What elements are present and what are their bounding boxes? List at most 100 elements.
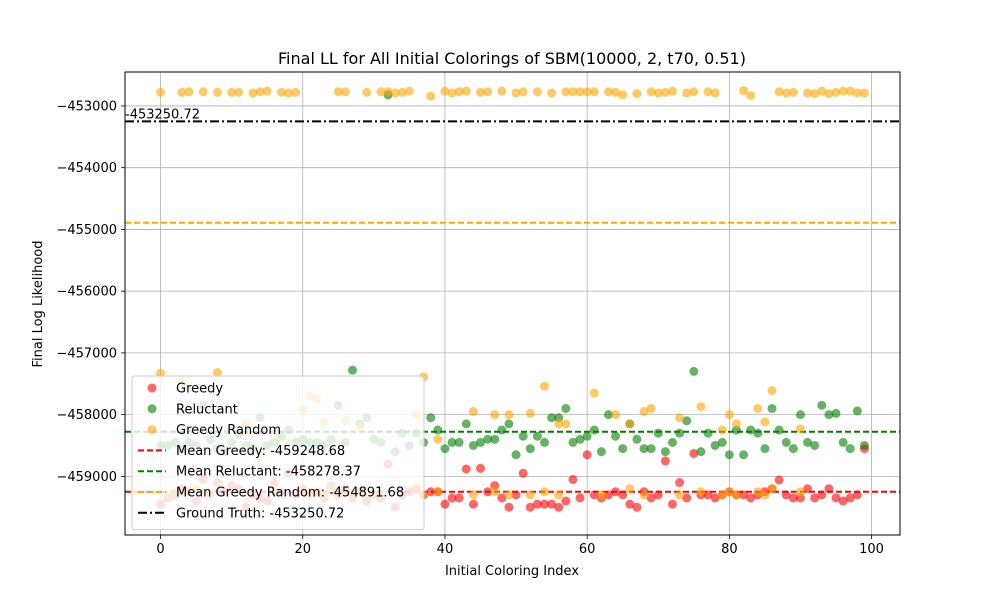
data-point: [504, 502, 514, 512]
data-point: [781, 88, 791, 98]
data-point: [426, 413, 436, 423]
data-point: [760, 417, 770, 427]
data-point: [810, 89, 820, 99]
data-point: [739, 86, 749, 96]
data-point: [547, 499, 557, 509]
data-point: [653, 88, 663, 98]
data-point: [859, 88, 869, 98]
data-point: [795, 424, 805, 434]
data-point: [795, 487, 805, 497]
data-point: [803, 437, 813, 447]
x-tick-label: 20: [294, 542, 311, 557]
data-point: [340, 87, 350, 97]
x-axis-label: Initial Coloring Index: [445, 564, 579, 579]
data-point: [646, 444, 656, 454]
data-point: [611, 410, 621, 420]
data-point: [753, 487, 763, 497]
data-point: [632, 502, 642, 512]
data-point: [212, 87, 222, 97]
data-point: [724, 410, 734, 420]
data-point: [504, 419, 514, 429]
data-point: [717, 425, 727, 435]
data-point: [632, 434, 642, 444]
data-point: [561, 419, 571, 429]
data-point: [532, 431, 542, 441]
data-point: [468, 499, 478, 509]
axis-ticks: 0 20 40 60 80 100 −459000 −458000 −457000 −456000…: [56, 99, 884, 557]
data-point: [426, 91, 436, 101]
data-point: [795, 493, 805, 503]
data-point: [504, 410, 514, 420]
data-point: [262, 86, 272, 96]
data-point: [490, 434, 500, 444]
y-tick-label: −459000: [56, 470, 117, 485]
data-point: [632, 89, 642, 99]
data-point: [689, 366, 699, 376]
data-point: [561, 403, 571, 413]
data-point: [554, 419, 564, 429]
data-point: [468, 440, 478, 450]
data-point: [404, 86, 414, 96]
data-point: [653, 490, 663, 500]
x-tick-label: 0: [156, 542, 164, 557]
annotation-label: -453250.72: [125, 107, 200, 122]
x-tick-label: 40: [437, 542, 454, 557]
data-point: [490, 481, 500, 491]
y-tick-label: −456000: [56, 285, 117, 300]
data-point: [760, 490, 770, 500]
data-point: [767, 386, 777, 396]
data-point: [547, 413, 557, 423]
data-point: [554, 490, 564, 500]
data-point: [291, 87, 301, 97]
data-point: [518, 468, 528, 478]
data-point: [675, 413, 685, 423]
data-point: [774, 87, 784, 97]
data-point: [483, 434, 493, 444]
data-point: [724, 450, 734, 460]
data-point: [625, 419, 635, 429]
data-point: [852, 490, 862, 500]
data-point: [362, 87, 372, 97]
legend-label: Ground Truth: -453250.72: [176, 506, 344, 521]
data-point: [667, 499, 677, 509]
data-point: [746, 425, 756, 435]
data-point: [433, 434, 443, 444]
data-point: [831, 408, 841, 418]
data-point: [746, 90, 756, 100]
data-point: [333, 87, 343, 97]
data-point: [568, 474, 578, 484]
data-point: [660, 447, 670, 457]
data-point: [276, 87, 286, 97]
data-point: [348, 365, 358, 375]
data-point: [739, 450, 749, 460]
legend-marker: [147, 404, 157, 414]
data-point: [582, 87, 592, 97]
data-point: [518, 87, 528, 97]
data-point: [618, 444, 628, 454]
data-point: [667, 86, 677, 96]
data-point: [611, 487, 621, 497]
data-point: [817, 490, 827, 500]
data-point: [845, 493, 855, 503]
data-point: [248, 88, 258, 98]
data-point: [639, 407, 649, 417]
data-point: [639, 490, 649, 500]
data-point: [476, 463, 486, 473]
data-point: [682, 416, 692, 426]
legend-label: Greedy Random: [176, 423, 281, 438]
data-point: [696, 487, 706, 497]
data-point: [532, 87, 542, 97]
data-point: [255, 87, 265, 97]
data-point: [582, 450, 592, 460]
legend-label: Mean Reluctant: -458278.37: [176, 465, 361, 480]
data-point: [760, 444, 770, 454]
data-point: [859, 440, 869, 450]
data-point: [682, 493, 692, 503]
data-point: [838, 86, 848, 96]
data-point: [739, 490, 749, 500]
data-point: [447, 493, 457, 503]
data-point: [539, 499, 549, 509]
data-point: [234, 87, 244, 97]
y-axis-label: Final Log Likelihood: [31, 241, 46, 368]
